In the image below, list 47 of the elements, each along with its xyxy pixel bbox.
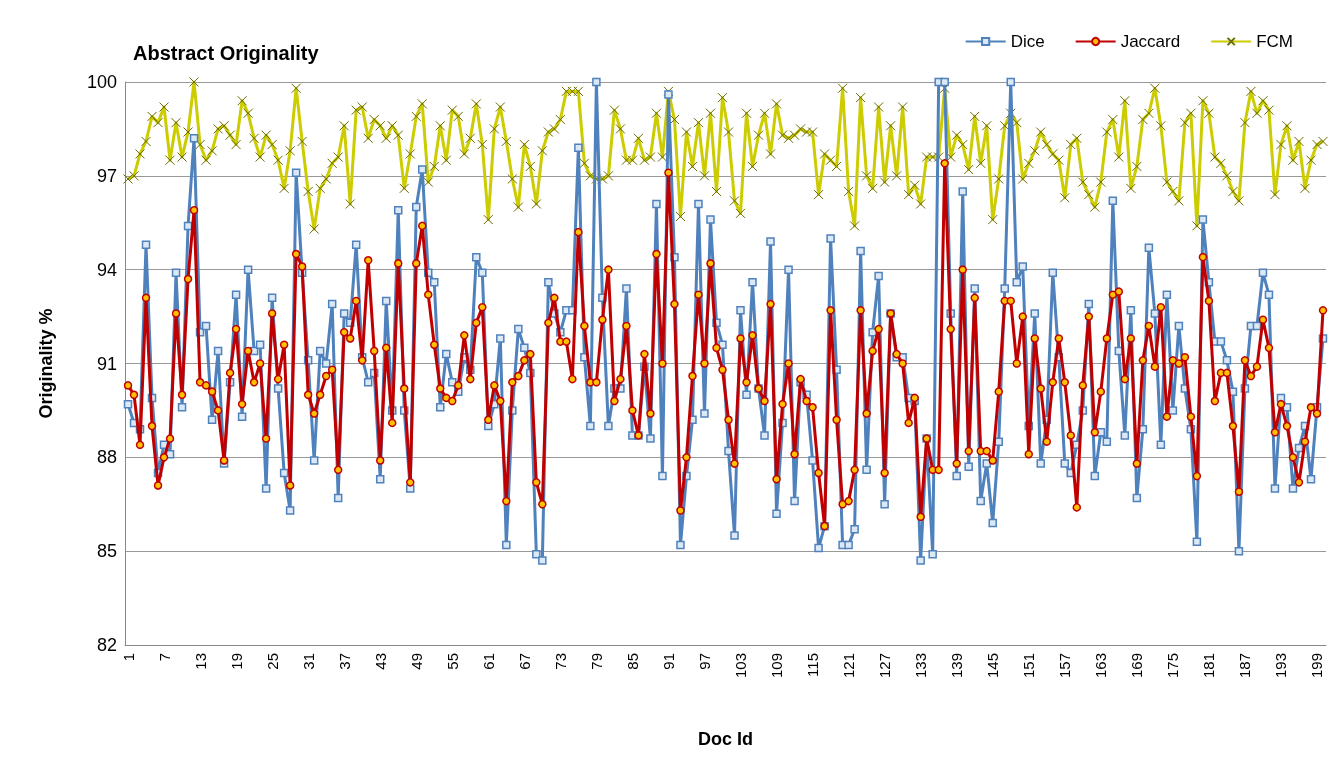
x-tick-label: 115	[804, 653, 822, 677]
x-tick-label: 31	[299, 653, 317, 670]
x-tick-label: 157	[1056, 653, 1074, 679]
x-tick-label: 169	[1128, 653, 1146, 679]
y-axis-title: Originality %	[36, 308, 56, 419]
x-tick-label: 109	[768, 653, 786, 679]
y-tick-label: 85	[96, 541, 117, 562]
x-tick-label: 103	[732, 653, 750, 679]
x-tick-label: 127	[876, 653, 894, 679]
x-tick-label: 61	[479, 653, 497, 670]
x-tick-label: 187	[1236, 653, 1254, 679]
y-tick-label: 82	[96, 635, 117, 655]
x-tick-label: 133	[912, 653, 930, 679]
x-tick-label: 67	[515, 653, 533, 670]
x-tick-label: 163	[1092, 653, 1110, 679]
x-tick-label: 79	[587, 653, 605, 670]
legend-label: Jaccard	[1120, 32, 1181, 51]
legend-label: Dice	[1010, 32, 1045, 51]
y-tick-label: 97	[96, 165, 117, 186]
x-tick-label: 25	[263, 653, 281, 670]
x-tick-label: 85	[623, 653, 641, 670]
x-tick-label: 7	[155, 653, 173, 662]
x-tick-label: 1	[119, 653, 137, 662]
x-tick-label: 55	[443, 653, 461, 670]
x-tick-label: 181	[1200, 653, 1218, 679]
y-tick-label: 94	[96, 259, 117, 280]
x-axis-title: Doc Id	[697, 729, 754, 749]
x-tick-label: 49	[407, 653, 425, 670]
x-tick-label: 199	[1308, 653, 1326, 679]
x-tick-label: 73	[551, 653, 569, 670]
x-tick-label: 37	[335, 653, 353, 670]
x-tick-label: 175	[1164, 653, 1182, 679]
x-tick-label: 91	[659, 653, 677, 670]
x-tick-label: 151	[1020, 653, 1038, 679]
legend-label: FCM	[1256, 32, 1294, 51]
x-tick-label: 139	[948, 653, 966, 679]
y-tick-label: 91	[96, 353, 117, 374]
x-tick-label: 145	[984, 653, 1002, 679]
x-tick-label: 19	[227, 653, 245, 670]
x-tick-label: 97	[695, 653, 713, 670]
chart-title: Abstract Originality	[133, 42, 320, 64]
y-tick-label: 88	[96, 447, 117, 468]
x-tick-label: 121	[840, 653, 858, 679]
y-tick-label: 100	[86, 72, 117, 92]
x-tick-label: 193	[1272, 653, 1290, 679]
x-tick-label: 13	[191, 653, 209, 670]
x-tick-label: 43	[371, 653, 389, 670]
